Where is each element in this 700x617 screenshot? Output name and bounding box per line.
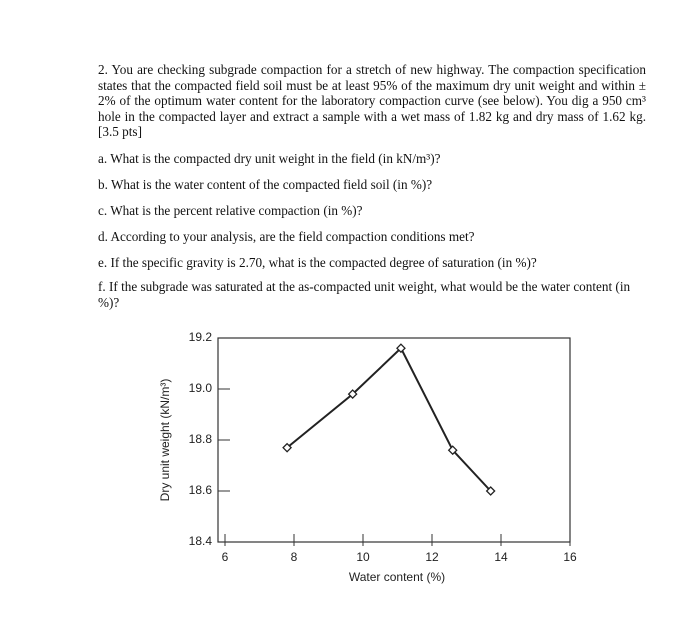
data-point	[485, 486, 496, 496]
question-part: c. What is the percent relative compacti…	[98, 203, 363, 218]
data-point	[396, 343, 406, 354]
x-tick-label: 16	[563, 550, 577, 564]
question-part: e. If the specific gravity is 2.70, what…	[98, 255, 537, 270]
x-tick-label: 12	[425, 550, 439, 564]
question-part: d. According to your analysis, are the f…	[98, 229, 475, 244]
x-tick-label: 8	[291, 550, 298, 564]
x-tick-label: 6	[222, 550, 229, 564]
data-point	[447, 445, 458, 456]
question-part: a. What is the compacted dry unit weight…	[98, 151, 441, 166]
data-point	[347, 389, 358, 400]
x-tick-label: 14	[494, 550, 508, 564]
question-part: b. What is the water content of the comp…	[98, 177, 433, 192]
plot-frame	[217, 337, 571, 543]
y-axis-label: Dry unit weight (kN/m³)	[158, 379, 172, 502]
data-point	[282, 442, 293, 453]
y-tick-label: 19.0	[189, 381, 213, 395]
y-tick-label: 19.2	[189, 330, 213, 344]
x-tick-label: 10	[356, 550, 370, 564]
y-tick-label: 18.8	[189, 432, 213, 446]
question-text: 2. You are checking subgrade compaction …	[98, 62, 646, 139]
x-axis-label: Water content (%)	[349, 570, 445, 584]
y-tick-label: 18.4	[189, 534, 213, 548]
y-tick-label: 18.6	[189, 483, 213, 497]
question-part: f. If the subgrade was saturated at the …	[98, 279, 631, 310]
data-line	[286, 346, 492, 492]
